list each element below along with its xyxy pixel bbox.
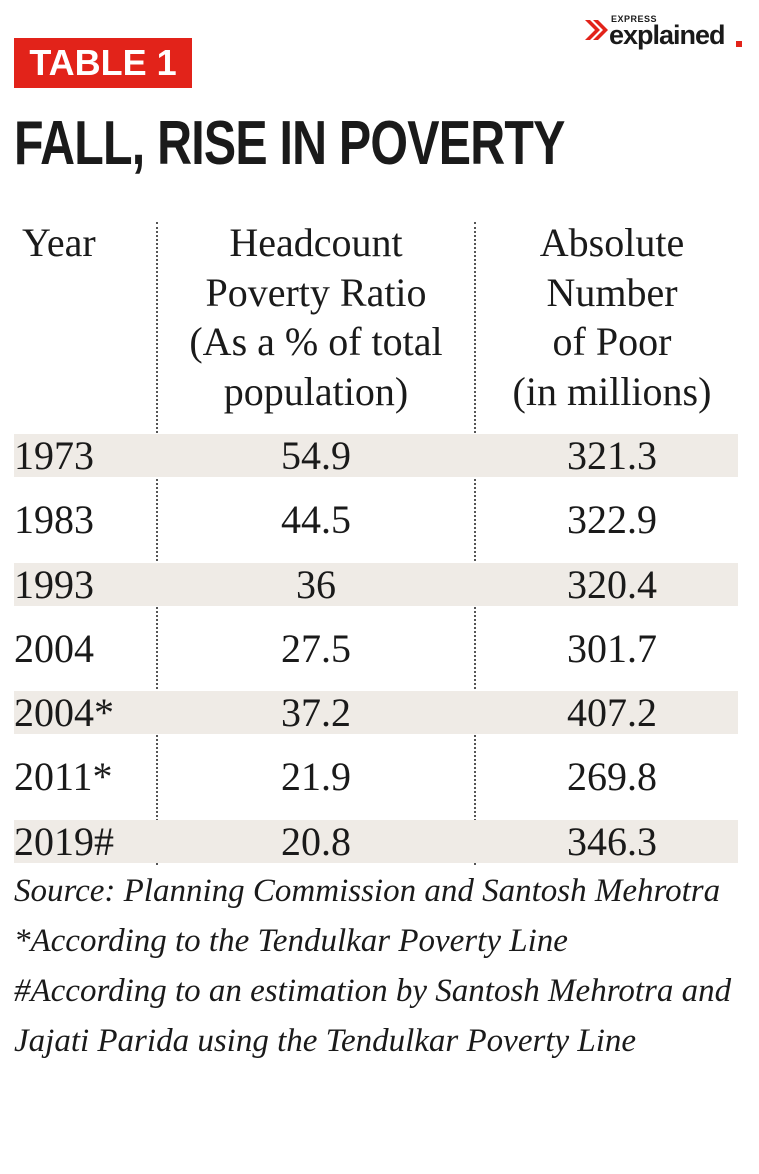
note: #According to an estimation by Santosh M… <box>14 973 732 1059</box>
header-line: Absolute <box>539 220 685 265</box>
table-cell: 1983 <box>14 497 94 543</box>
table-cell: 346.3 <box>567 818 657 864</box>
header-line: Poverty Ratio <box>205 269 427 315</box>
table-row: 2004* 37.2 407.2 <box>14 681 738 745</box>
header-line: Headcount <box>229 220 403 265</box>
header-line: Year <box>22 220 96 265</box>
table-cell: 2019# <box>14 818 114 864</box>
table-row: 1993 36 320.4 <box>14 553 738 617</box>
note: *According to the Tendulkar Poverty Line <box>14 923 568 959</box>
table-cell: 54.9 <box>281 433 351 478</box>
table-label: TABLE 1 <box>14 38 192 88</box>
column-header: Headcount Poverty Ratio (As a % of total po… <box>160 218 472 416</box>
logo-small: EXPRESS <box>611 14 658 24</box>
table-row: 1973 54.9 321.3 <box>14 424 738 488</box>
logo-icon <box>585 20 608 40</box>
table-cell: 2011* <box>14 754 113 800</box>
table-cell: 321.3 <box>567 433 657 478</box>
table-cell: 320.4 <box>567 561 657 607</box>
table-cell: 2004 <box>14 625 94 671</box>
logo-large: explained <box>609 20 726 50</box>
table-cell: 37.2 <box>281 690 351 736</box>
table-row: 2019# 20.8 346.3 <box>14 810 738 874</box>
note: Source: Planning Commission and Santosh … <box>14 873 721 909</box>
notes: Source: Planning Commission and Santosh … <box>14 866 759 1066</box>
table-row: 1983 44.5 322.9 <box>14 488 738 552</box>
table-cell: 27.5 <box>281 625 351 671</box>
table-body: 1973 54.9 321.3 1983 44.5 322.9 1993 36 320.4 200… <box>14 424 738 874</box>
table-cell: 1973 <box>14 433 94 478</box>
table-row: 2004 27.5 301.7 <box>14 617 738 681</box>
header-line: of Poor <box>552 319 672 364</box>
column-header: Year <box>22 218 152 268</box>
logo-dot <box>736 41 742 47</box>
table-cell: 36 <box>296 561 336 607</box>
column-divider <box>156 222 158 865</box>
table-cell: 20.8 <box>281 818 351 864</box>
header-line: (As a % of total <box>189 319 443 364</box>
table-cell: 322.9 <box>567 497 657 543</box>
table-cell: 301.7 <box>567 625 657 671</box>
table-cell: 2004* <box>14 690 114 736</box>
column-header: Absolute Number of Poor (in millions) <box>478 218 746 416</box>
column-divider <box>474 222 476 865</box>
table-cell: 44.5 <box>281 497 351 543</box>
table-cell: 1993 <box>14 561 94 607</box>
table-cell: 269.8 <box>567 754 657 800</box>
header-line: (in millions) <box>512 368 712 414</box>
table-cell: 407.2 <box>567 690 657 736</box>
header-line: Number <box>546 269 678 315</box>
table-cell: 21.9 <box>281 754 351 800</box>
title: FALL, RISE IN POVERTY <box>14 109 565 178</box>
logo: EXPRESS explained <box>581 14 751 54</box>
table-row: 2011* 21.9 269.8 <box>14 745 738 809</box>
header-line: population) <box>223 368 409 414</box>
